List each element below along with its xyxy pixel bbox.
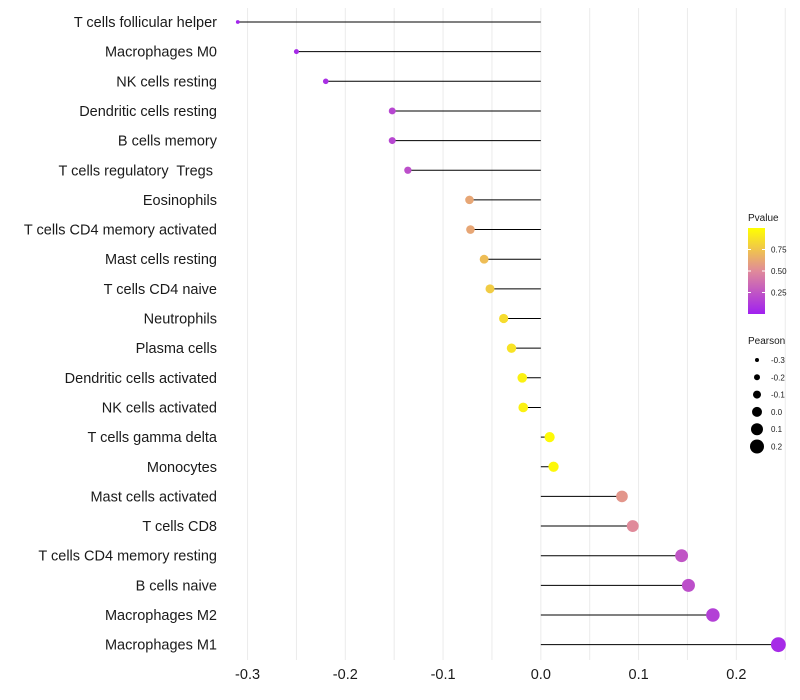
lollipop-point [706, 608, 720, 622]
category-label: NK cells activated [102, 400, 217, 416]
pearson-legend-point [755, 358, 759, 362]
category-label: Mast cells activated [90, 489, 217, 505]
pearson-legend-items: -0.3 -0.2 -0.1 0.0 0.1 0.2 [750, 356, 785, 454]
category-label: T cells CD4 naive [104, 282, 217, 298]
lollipop-point [681, 578, 695, 592]
lollipop-point [626, 520, 639, 532]
category-label: Dendritic cells resting [79, 104, 217, 120]
lollipop-point [548, 461, 559, 472]
pearson-legend-point [753, 390, 761, 399]
lollipop-stems [237, 21, 779, 646]
category-label: B cells memory [118, 134, 218, 150]
pearson-legend-point [752, 406, 762, 417]
category-label: Monocytes [147, 460, 217, 476]
category-label: Neutrophils [144, 312, 217, 328]
x-axis-ticks: -0.3 -0.2 -0.1 0.0 0.1 0.2 [235, 667, 746, 683]
pearson-legend-label: -0.2 [771, 373, 785, 382]
lollipop-point [388, 107, 396, 115]
category-label: Macrophages M0 [105, 45, 217, 61]
category-label: T cells follicular helper [74, 15, 217, 31]
pvalue-tick-label: 0.50 [771, 267, 787, 276]
pearson-legend-label: -0.1 [771, 391, 785, 400]
pvalue-tick-label: 0.75 [771, 246, 787, 255]
pvalue-legend: Pvalue 0.25 0.50 0.75 [748, 213, 787, 314]
category-label: Eosinophils [143, 193, 217, 209]
pearson-legend-point [751, 423, 763, 436]
lollipop-point [506, 343, 517, 353]
lollipop-point [293, 49, 299, 55]
category-label: Plasma cells [136, 341, 217, 357]
category-label: T cells CD8 [142, 519, 217, 535]
lollipop-point [544, 432, 555, 443]
pearson-legend-label: -0.3 [771, 356, 785, 365]
category-label: Mast cells resting [105, 252, 217, 268]
gridlines [247, 8, 786, 660]
category-label: T cells CD4 memory resting [38, 549, 217, 565]
x-tick-label: -0.3 [235, 667, 260, 683]
lollipop-point [322, 78, 329, 85]
lollipop-point [388, 137, 396, 145]
category-label: T cells regulatory Tregs [59, 163, 218, 179]
category-label: Macrophages M2 [105, 608, 217, 624]
lollipop-point [675, 549, 689, 563]
pvalue-legend-title: Pvalue [748, 213, 779, 224]
lollipop-points [235, 20, 786, 653]
x-tick-label: -0.1 [431, 667, 456, 683]
x-tick-label: 0.1 [629, 667, 649, 683]
pvalue-legend-ticks: 0.25 0.50 0.75 [748, 246, 787, 298]
lollipop-point [479, 254, 489, 264]
lollipop-point [770, 637, 786, 653]
category-label: B cells naive [136, 578, 217, 594]
x-tick-label: 0.0 [531, 667, 551, 683]
lollipop-point [235, 20, 240, 24]
pearson-legend-point [750, 439, 764, 454]
category-label: NK cells resting [116, 74, 217, 90]
pearson-legend-label: 0.1 [771, 425, 783, 434]
lollipop-point [499, 313, 509, 324]
lollipop-point [616, 490, 628, 503]
pvalue-colorbar [748, 228, 765, 314]
pearson-legend-point [754, 374, 760, 381]
pearson-legend-label: 0.2 [771, 443, 783, 452]
category-label: Dendritic cells activated [65, 371, 217, 387]
lollipop-point [466, 225, 475, 234]
category-labels: T cells follicular helper Macrophages M0 N… [24, 15, 218, 654]
pearson-legend-label: 0.0 [771, 408, 783, 417]
pearson-legend: Pearson -0.3 -0.2 -0.1 0.0 0.1 0.2 [748, 336, 785, 454]
lollipop-point [518, 402, 529, 413]
lollipop-point [404, 166, 412, 174]
category-label: Macrophages M1 [105, 638, 217, 654]
lollipop-point [465, 195, 474, 205]
lollipop-point [485, 284, 495, 294]
x-tick-label: -0.2 [333, 667, 358, 683]
x-tick-label: 0.2 [726, 667, 746, 683]
category-label: T cells CD4 memory activated [24, 223, 217, 239]
pvalue-tick-label: 0.25 [771, 289, 787, 298]
lollipop-point [517, 372, 528, 383]
pearson-legend-title: Pearson [748, 336, 785, 347]
category-label: T cells gamma delta [88, 430, 218, 446]
